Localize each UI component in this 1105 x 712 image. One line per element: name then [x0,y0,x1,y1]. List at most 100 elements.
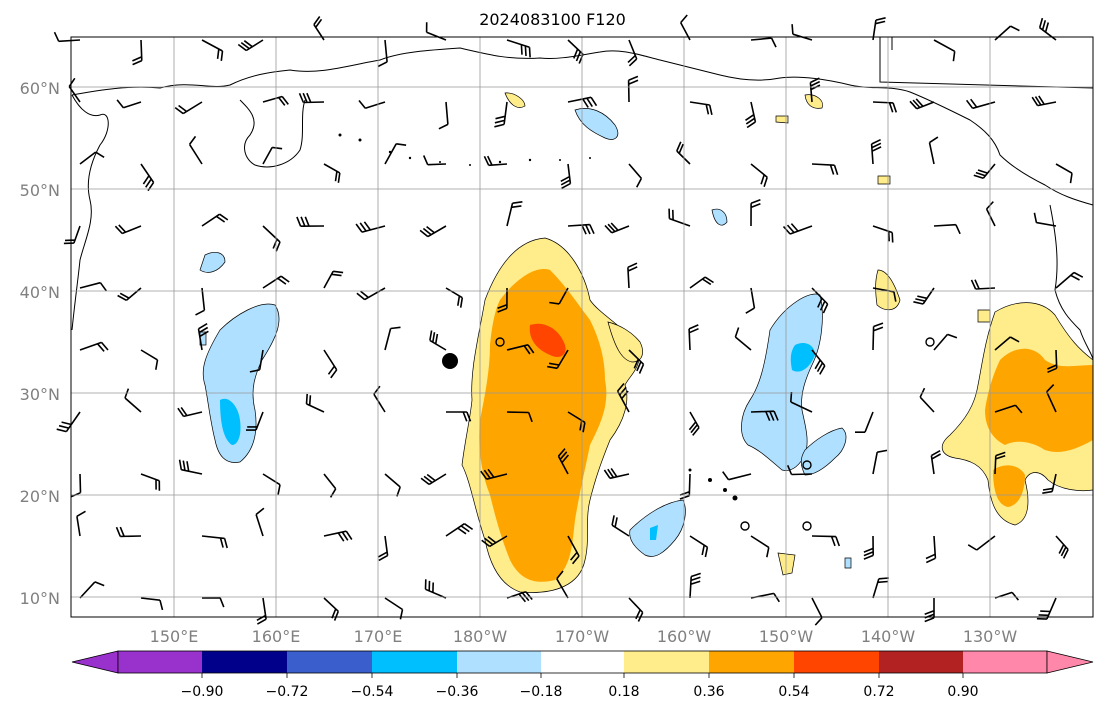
wind-barb [1045,384,1057,413]
wind-barb [429,330,447,351]
wind-barb [627,262,638,289]
colorbar-tick-label: 0.54 [778,684,809,700]
wind-barb [140,349,159,370]
wind-barb [262,473,281,495]
wind-barb [688,324,699,351]
wind-barb [313,16,325,41]
wind-barb [928,136,939,165]
wind-barb [177,406,203,418]
wind-barbs [53,14,1084,626]
wind-barb [1055,163,1073,184]
colorbar-swatch [118,651,202,673]
wind-barb [811,597,823,626]
wind-barb [811,535,841,547]
wind-barb [506,591,533,603]
wind-barb [811,349,826,375]
wind-barb [56,411,81,433]
wind-barb [197,323,209,351]
wind-barb [1036,597,1057,620]
lon-tick-label: 130°W [963,627,1018,646]
lat-axis: 60°N 50°N 40°N 30°N 20°N 10°N [20,79,60,608]
wind-barb [557,448,570,475]
wind-barb [689,572,701,599]
wind-barb [262,95,289,106]
wind-barb [872,322,884,351]
wind-barb [863,535,874,560]
wind-barb [970,279,996,290]
wind-barb [668,208,691,227]
lat-tick-label: 60°N [20,79,60,98]
wind-barb [603,467,630,480]
colorbar-tick-label: −0.72 [266,684,309,700]
wind-barb [420,473,447,486]
wind-barb [750,410,779,422]
wind-barb [628,597,644,622]
lon-tick-label: 150°E [150,627,199,646]
wind-barb [1055,271,1084,289]
wind-barb [616,382,630,413]
wind-barb [604,222,630,234]
wind-barb [750,535,770,558]
wind-barb [494,101,508,128]
wind-barb [870,138,882,165]
colorbar-tick-label: 0.36 [693,684,724,700]
map-title: 2024083100 F120 [479,10,626,29]
wind-barb [933,39,956,62]
wind-barb [384,326,401,351]
wind-barb [70,473,82,498]
wind-barb [384,473,401,497]
wind-barb [567,96,598,108]
wind-barb [117,287,142,302]
lon-tick-label: 170°E [354,627,403,646]
wind-barb [425,22,447,41]
wind-barb [76,510,86,537]
wind-barb [994,404,1023,414]
wind-barb [925,535,937,564]
wind-barb [483,155,508,167]
wind-barb [506,344,535,355]
wind-barb [63,225,81,245]
colorbar-min-arrow [71,650,119,674]
lat-tick-label: 30°N [20,385,60,404]
wind-barb [933,333,958,351]
colorbar-tick-label: 0.90 [947,684,978,700]
map-gridlines [71,37,1093,617]
wind-barb [422,155,447,166]
lon-axis: 150°E 160°E 170°E 180°W 170°W 160°W 150°… [150,627,1018,646]
wind-barb [140,163,155,192]
wind-barb [967,535,996,551]
wind-barb [750,198,761,227]
wind-barb [994,591,1020,601]
wind-barb [994,336,1020,351]
wind-barb [567,39,584,64]
wind-barb [689,101,713,115]
wind-barb [79,151,105,165]
wind-barb [567,535,580,565]
wind-barb [994,451,1006,475]
wind-barb [174,101,203,115]
wind-barb [811,287,829,314]
wind-barb [627,39,638,67]
wind-barb [255,507,265,537]
wind-barb [140,473,161,491]
colorbar-tick-label: 0.18 [608,684,639,700]
wind-barb [1031,95,1057,107]
wind-barb [567,223,595,235]
wind-barb [627,75,639,103]
wind-barb [53,31,81,43]
wind-barb [676,141,691,165]
wind-barb [933,223,961,235]
wind-barb [973,163,996,180]
wind-barb [249,349,264,373]
wind-barb [924,598,935,623]
wind-barb [419,225,447,238]
wind-barb [1038,17,1057,41]
wind-barb [124,388,142,413]
wind-barb [237,39,264,52]
wind-barb [116,99,142,109]
wind-barb [872,101,898,113]
wind-barb [909,98,935,110]
wind-barb [480,468,508,480]
wind-barb [750,592,780,603]
wind-barb [782,223,813,235]
